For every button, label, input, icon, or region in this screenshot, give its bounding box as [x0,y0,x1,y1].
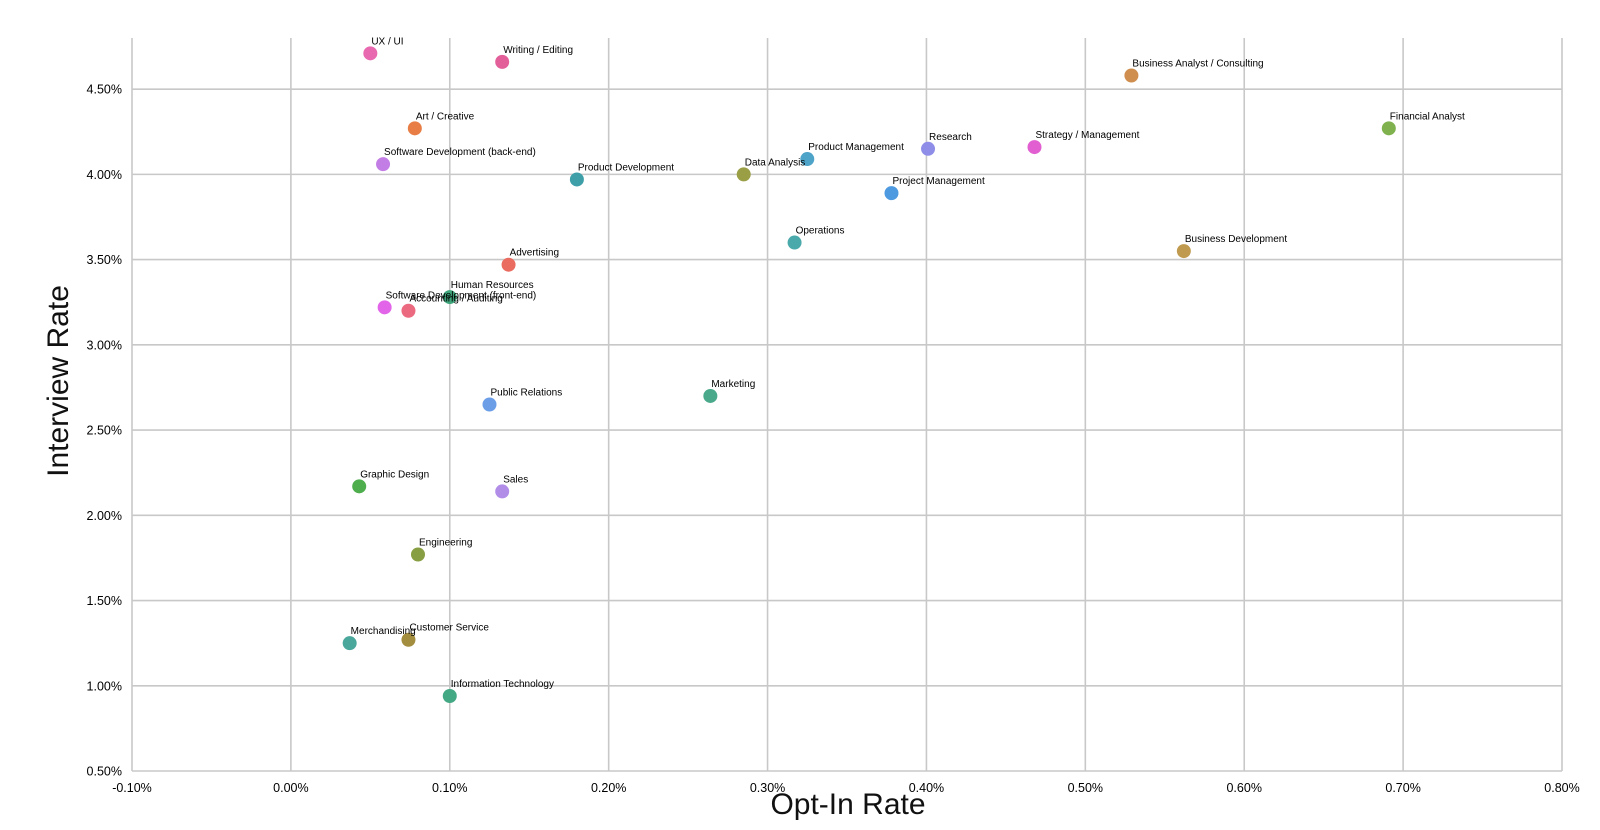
data-point-label: Advertising [510,248,559,259]
data-point[interactable] [342,636,357,651]
x-tick-label: 0.40% [909,781,944,795]
data-point[interactable] [569,172,584,187]
data-point-label: Business Development [1185,234,1287,245]
data-point-label: Human Resources [451,280,534,291]
x-tick-label: 0.80% [1544,781,1579,795]
y-tick-label: 3.50% [87,253,122,267]
data-point[interactable] [495,484,510,499]
y-tick-label: 0.50% [87,765,122,779]
data-point[interactable] [352,479,367,494]
y-tick-label: 2.00% [87,509,122,523]
y-tick-label: 2.50% [87,424,122,438]
data-point-label: Project Management [892,176,984,187]
data-point[interactable] [377,300,392,315]
data-point-label: Public Relations [491,388,563,399]
data-point[interactable] [363,46,378,61]
data-point[interactable] [401,303,416,318]
data-point[interactable] [376,157,391,172]
data-point[interactable] [495,54,510,69]
data-point-label: Merchandising [351,626,416,637]
data-point[interactable] [884,186,899,201]
data-point-label: Customer Service [409,623,489,634]
data-point[interactable] [1124,68,1139,83]
data-point[interactable] [921,141,936,156]
data-point-label: Art / Creative [416,111,475,122]
data-point-label: Financial Analyst [1390,111,1465,122]
data-point-label: Information Technology [451,679,554,690]
y-axis-title: Interview Rate [42,285,75,477]
x-axis-ticks: -0.10% 0.00% 0.10% 0.20% 0.30% 0.40% 0.50% 0.60… [112,781,1580,795]
data-point-label: Data Analysis [745,157,806,168]
data-point-label: Product Management [808,142,904,153]
data-point[interactable] [736,167,751,182]
data-point[interactable] [703,388,718,403]
data-point[interactable] [1176,244,1191,259]
y-axis-ticks: 0.50% 1.00% 1.50% 2.00% 2.50% 3.00% 3.50% 4.00%… [87,83,122,779]
data-point[interactable] [482,397,497,412]
data-point-label: Accounting / Auditing [409,294,502,305]
x-tick-label: 0.70% [1385,781,1420,795]
x-tick-label: 0.10% [432,781,467,795]
grid [131,38,1563,772]
x-tick-label: 0.50% [1068,781,1103,795]
data-point[interactable] [442,290,457,305]
data-point-label: Graphic Design [360,469,429,480]
y-tick-label: 3.00% [87,338,122,352]
data-point[interactable] [787,235,802,250]
data-point-labels: UX / UI Writing / Editing Business Analyst… [351,36,1465,690]
data-point-label: Product Development [578,162,674,173]
data-point[interactable] [442,688,457,703]
x-tick-label: 0.00% [273,781,308,795]
data-point[interactable] [1381,121,1396,136]
data-point-label: Marketing [711,379,755,390]
data-point-label: Sales [503,474,528,485]
x-axis-title: Opt-In Rate [770,788,925,821]
data-point[interactable] [800,152,815,167]
y-tick-label: 4.50% [87,83,122,97]
x-tick-label: 0.20% [591,781,626,795]
data-point[interactable] [411,547,425,562]
data-points [342,46,1396,703]
data-point[interactable] [401,632,416,647]
data-point-label: Software Development (front-end) [386,290,537,301]
data-point[interactable] [407,121,422,136]
data-point[interactable] [501,257,516,272]
x-tick-label: 0.30% [750,781,785,795]
data-point-label: Engineering [419,538,472,549]
data-point-label: Strategy / Management [1035,130,1139,141]
data-point-label: Business Analyst / Consulting [1132,59,1263,70]
data-point-label: Research [929,132,972,143]
y-tick-label: 4.00% [87,168,122,182]
data-point[interactable] [1027,140,1042,155]
x-tick-label: -0.10% [112,781,152,795]
data-point-label: UX / UI [371,36,403,47]
data-point-label: Writing / Editing [503,45,573,56]
y-tick-label: 1.50% [87,594,122,608]
data-point-label: Software Development (back-end) [384,147,536,158]
x-tick-label: 0.60% [1226,781,1261,795]
y-tick-label: 1.00% [87,679,122,693]
data-point-label: Operations [796,226,845,237]
